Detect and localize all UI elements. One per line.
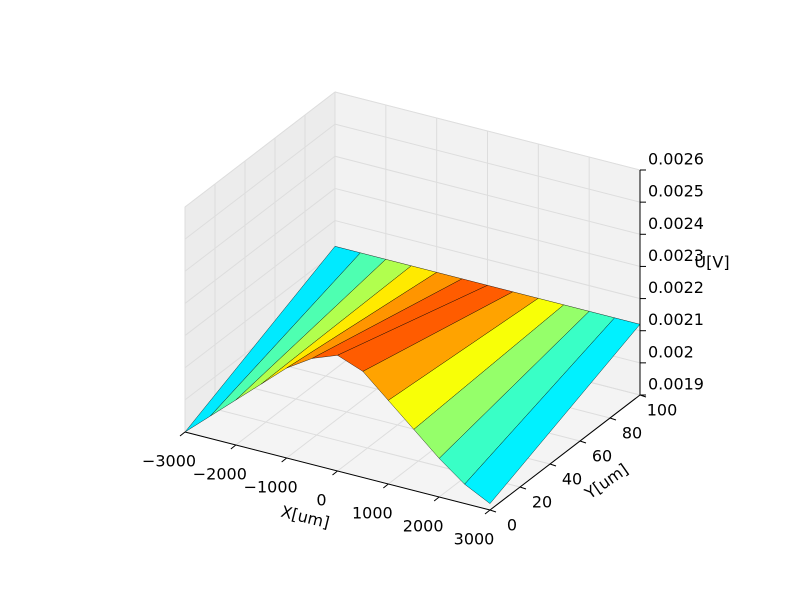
grid-line: [184, 123, 336, 240]
z-tick-label: 0.0025: [648, 182, 704, 201]
x-tick-label: −1000: [244, 478, 298, 497]
y-tick-label: 60: [592, 447, 612, 466]
tick-mark: [433, 496, 440, 502]
axis-line: [184, 431, 491, 511]
grid-line: [184, 252, 336, 369]
y-tick-label: 0: [507, 516, 517, 535]
tick-mark: [519, 486, 527, 490]
y-tick-label: 20: [532, 493, 552, 512]
grid-line: [184, 155, 336, 272]
grid-line: [334, 155, 641, 235]
tick-mark: [281, 457, 287, 463]
grid-line: [334, 220, 641, 300]
z-axis-label: U[V]: [694, 253, 729, 272]
tick-mark: [383, 483, 389, 489]
grid-line: [184, 220, 336, 336]
tick-mark: [549, 463, 557, 467]
y-tick-label: 100: [647, 401, 678, 420]
y-tick-label: 80: [622, 424, 642, 443]
grid-line: [334, 187, 641, 267]
axis-line: [489, 394, 641, 511]
tick-mark: [179, 431, 186, 437]
z-tick-label: 0.0021: [648, 310, 704, 329]
z-tick-label: 0.0026: [648, 150, 704, 169]
grid-line: [334, 91, 641, 171]
x-tick-label: −2000: [193, 465, 247, 484]
z-tick-label: 0.002: [648, 342, 694, 361]
tick-mark: [489, 509, 497, 513]
tick-mark: [332, 470, 338, 476]
surface: [184, 246, 641, 504]
y-tick-label: 40: [562, 470, 582, 489]
x-tick-label: 0: [316, 491, 326, 510]
tick-mark: [579, 440, 587, 444]
y-axis-label: Y[um]: [581, 460, 632, 504]
grid-line: [184, 188, 336, 304]
z-tick-label: 0.0024: [648, 214, 704, 233]
tick-mark: [230, 444, 237, 450]
z-tick-label: 0.0019: [648, 375, 704, 394]
tick-mark: [609, 417, 617, 421]
z-tick-label: 0.0023: [648, 246, 704, 265]
x-tick-label: −3000: [142, 452, 196, 471]
z-tick-label: 0.0022: [648, 278, 704, 297]
grid-line: [334, 123, 641, 203]
tick-mark: [484, 509, 491, 515]
grid-line: [184, 91, 336, 208]
x-tick-label: 3000: [454, 530, 495, 549]
axes: −3000−2000−1000 0 1000 2000 3000 0 20 40 60 80 100…: [142, 150, 704, 549]
x-tick-label: 2000: [403, 517, 444, 536]
x-tick-label: 1000: [352, 504, 393, 523]
